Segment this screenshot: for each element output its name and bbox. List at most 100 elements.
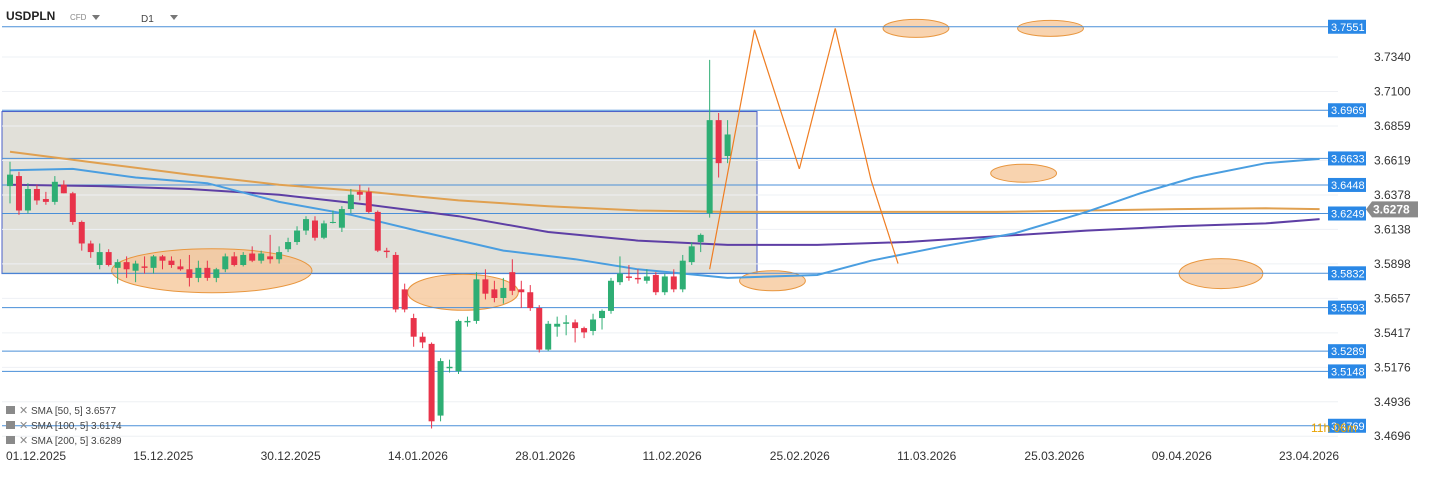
indicator-menu-icon[interactable] [6, 406, 15, 414]
candle[interactable] [294, 226, 301, 245]
pattern-line[interactable] [753, 29, 800, 170]
candle[interactable] [679, 254, 686, 293]
candle[interactable] [347, 188, 354, 214]
candle[interactable] [482, 269, 489, 300]
candle[interactable] [428, 342, 435, 429]
candle[interactable] [365, 187, 372, 214]
candle[interactable] [724, 120, 731, 164]
highlight-ellipse[interactable] [882, 18, 950, 38]
candle[interactable] [581, 326, 588, 339]
candle[interactable] [123, 256, 130, 278]
pattern-line[interactable] [870, 180, 899, 264]
candle[interactable] [670, 269, 677, 293]
highlight-ellipse[interactable] [990, 163, 1058, 183]
candle[interactable] [616, 256, 623, 286]
candle[interactable] [634, 269, 641, 284]
legend-item-sma-100[interactable]: ✕ SMA [100, 5] 3.6174 [6, 420, 122, 432]
candle[interactable] [491, 280, 498, 303]
candle[interactable] [356, 184, 363, 201]
candle[interactable] [419, 332, 426, 349]
candle[interactable] [96, 243, 103, 270]
candle[interactable] [24, 183, 31, 214]
candle[interactable] [688, 242, 695, 265]
candle[interactable] [383, 247, 390, 258]
candle[interactable] [473, 272, 480, 324]
candle[interactable] [446, 359, 453, 373]
candle[interactable] [500, 277, 507, 304]
candle[interactable] [7, 161, 13, 204]
candle[interactable] [69, 191, 76, 225]
candle[interactable] [715, 112, 722, 178]
candle[interactable] [231, 252, 238, 267]
candle[interactable] [285, 237, 292, 253]
timeframe-label[interactable]: D1 [141, 14, 154, 25]
candle[interactable] [33, 184, 40, 205]
candle[interactable] [706, 59, 713, 218]
candle[interactable] [249, 246, 256, 263]
candle[interactable] [186, 254, 193, 287]
candle[interactable] [697, 233, 704, 253]
candle[interactable] [168, 256, 175, 268]
candle[interactable] [661, 273, 668, 296]
candle[interactable] [392, 252, 399, 313]
candle[interactable] [607, 277, 614, 314]
indicator-menu-icon[interactable] [6, 421, 15, 429]
candle[interactable] [374, 210, 381, 253]
candle[interactable] [267, 234, 274, 264]
candle[interactable] [204, 260, 211, 281]
candle[interactable] [563, 315, 570, 336]
symbol-name[interactable]: USDPLN [6, 9, 55, 23]
remove-indicator-icon[interactable]: ✕ [19, 435, 28, 447]
candle[interactable] [132, 260, 139, 283]
legend-item-sma-50[interactable]: ✕ SMA [50, 5] 3.6577 [6, 405, 116, 417]
remove-indicator-icon[interactable]: ✕ [19, 420, 28, 432]
candle[interactable] [141, 256, 148, 274]
candle[interactable] [159, 254, 166, 270]
candle[interactable] [258, 250, 265, 264]
candle[interactable] [652, 272, 659, 296]
legend-item-sma-200[interactable]: ✕ SMA [200, 5] 3.6289 [6, 435, 122, 447]
candle[interactable] [213, 267, 220, 283]
candle[interactable] [240, 252, 247, 267]
candle[interactable] [572, 319, 579, 343]
candle[interactable] [105, 249, 112, 267]
candle[interactable] [545, 320, 552, 352]
candle[interactable] [509, 259, 516, 296]
candle[interactable] [437, 358, 444, 422]
pattern-line[interactable] [798, 28, 836, 170]
candle[interactable] [455, 319, 462, 374]
candle[interactable] [329, 210, 336, 224]
candle[interactable] [177, 259, 184, 271]
remove-indicator-icon[interactable]: ✕ [19, 405, 28, 417]
chart-header[interactable]: USDPLN CFD D1 [6, 9, 178, 25]
candle[interactable] [51, 176, 58, 205]
candle[interactable] [536, 305, 543, 353]
candle[interactable] [303, 216, 310, 235]
pattern-line[interactable] [709, 29, 756, 270]
candle[interactable] [87, 240, 94, 258]
candle[interactable] [625, 264, 632, 281]
indicator-menu-icon[interactable] [6, 436, 15, 444]
candle[interactable] [276, 246, 283, 264]
candle[interactable] [554, 316, 561, 337]
highlight-ellipse[interactable] [1017, 19, 1084, 37]
candle[interactable] [114, 259, 121, 284]
candle[interactable] [599, 309, 606, 330]
candle[interactable] [643, 269, 650, 284]
candle[interactable] [338, 206, 345, 232]
candle[interactable] [78, 220, 85, 251]
candle[interactable] [195, 260, 202, 283]
timeframe-dropdown-icon[interactable] [170, 15, 178, 20]
candle[interactable] [150, 254, 157, 274]
candle[interactable] [464, 316, 471, 327]
candle[interactable] [222, 253, 229, 273]
candle[interactable] [590, 313, 597, 336]
candle[interactable] [42, 191, 49, 205]
candle[interactable] [401, 283, 408, 313]
candle[interactable] [410, 313, 417, 347]
candle[interactable] [311, 216, 318, 241]
candle[interactable] [60, 180, 67, 194]
symbol-dropdown-icon[interactable] [92, 15, 100, 20]
candle[interactable] [320, 220, 327, 240]
candle[interactable] [527, 285, 534, 311]
